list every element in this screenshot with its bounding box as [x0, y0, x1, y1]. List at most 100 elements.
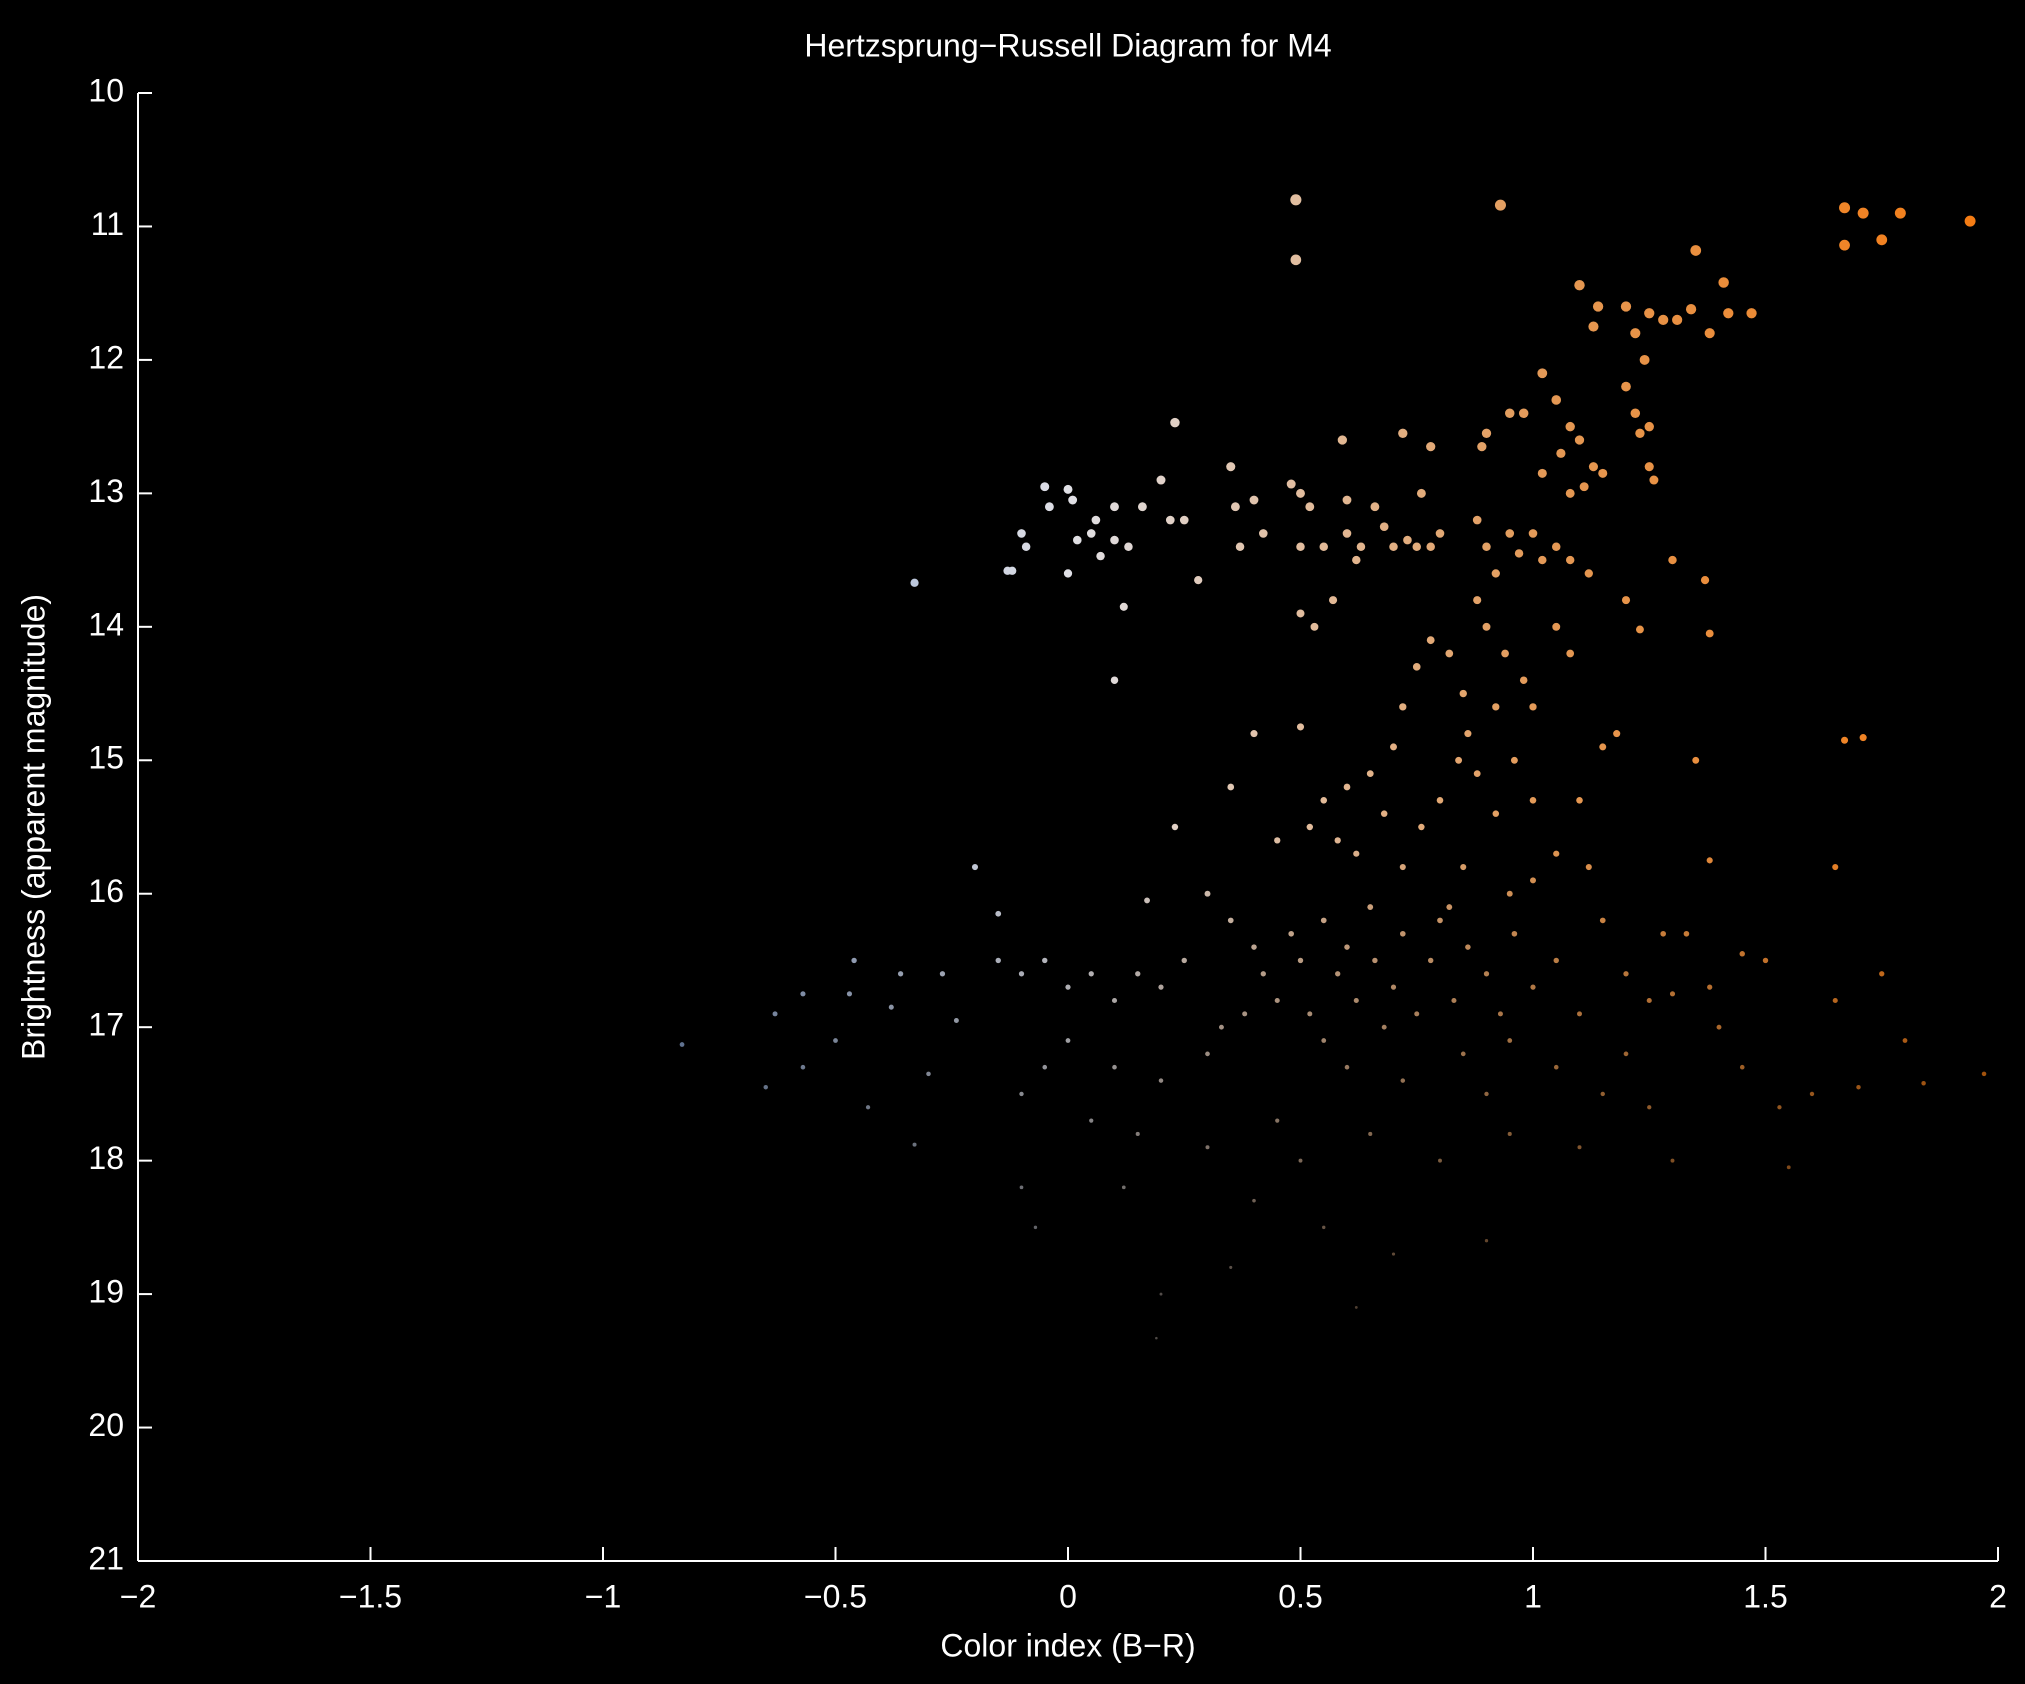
star-point: [897, 971, 904, 977]
star-point: [1621, 381, 1631, 392]
star-point: [1494, 199, 1506, 211]
star-point: [1390, 984, 1397, 990]
star-point: [1585, 863, 1592, 871]
star-point: [1274, 837, 1281, 844]
star-point: [1644, 421, 1654, 432]
star-point: [1552, 542, 1561, 551]
star-point: [1017, 529, 1026, 538]
star-point: [1981, 1071, 1987, 1077]
star-point: [1235, 542, 1245, 551]
star-point: [1335, 971, 1341, 977]
x-tick-label: −1.5: [339, 1578, 402, 1614]
star-point: [1832, 997, 1838, 1004]
star-point: [1086, 529, 1096, 538]
star-point: [1288, 930, 1294, 937]
star-point: [1623, 971, 1629, 977]
star-point: [1566, 555, 1575, 565]
star-point: [1435, 529, 1445, 538]
star-point: [1367, 904, 1374, 910]
star-point: [1492, 703, 1500, 711]
star-point: [1306, 823, 1314, 831]
star-point: [1644, 462, 1654, 472]
star-point: [1296, 609, 1305, 618]
star-point: [1073, 535, 1082, 545]
star-point: [971, 863, 979, 871]
star-point: [1553, 957, 1559, 964]
star-point: [1529, 703, 1537, 711]
star-point: [1630, 408, 1641, 419]
y-tick-label: 18: [88, 1140, 124, 1176]
star-point: [1505, 529, 1515, 538]
star-point: [679, 1042, 685, 1047]
star-point: [1353, 850, 1360, 857]
star-point: [1156, 475, 1166, 485]
star-point: [1290, 254, 1302, 266]
star-point: [1669, 991, 1676, 997]
x-tick-label: 0: [1059, 1578, 1077, 1614]
star-point: [1226, 462, 1236, 472]
star-point: [1647, 1105, 1652, 1110]
star-point: [1902, 1038, 1908, 1043]
star-point: [1484, 1239, 1489, 1243]
star-point: [1319, 542, 1328, 551]
star-point: [1065, 1038, 1071, 1043]
star-point: [1344, 1064, 1350, 1070]
star-point: [1528, 529, 1538, 538]
star-point: [1138, 502, 1147, 512]
star-point: [1646, 997, 1652, 1004]
star-point: [1672, 314, 1683, 325]
star-point: [1391, 1252, 1396, 1256]
star-point: [1519, 676, 1528, 684]
star-point: [1460, 1051, 1466, 1057]
star-point: [1588, 462, 1598, 472]
star-point: [1110, 502, 1119, 512]
star-point: [1859, 734, 1867, 742]
star-point: [1204, 890, 1211, 897]
star-point: [1630, 328, 1641, 339]
star-point: [1716, 1024, 1722, 1030]
star-point: [1307, 1011, 1313, 1017]
star-point: [1464, 730, 1472, 738]
star-point: [1290, 194, 1302, 206]
y-tick-label: 20: [88, 1407, 124, 1443]
star-point: [1705, 629, 1714, 638]
x-tick-label: 1.5: [1743, 1578, 1787, 1614]
star-point: [1455, 756, 1463, 764]
star-point: [1670, 1158, 1675, 1163]
star-point: [1019, 1185, 1024, 1190]
star-point: [1437, 917, 1443, 924]
star-point: [1426, 542, 1435, 551]
star-point: [1286, 479, 1296, 489]
star-point: [1229, 1265, 1233, 1269]
star-point: [995, 957, 1001, 964]
star-point: [1018, 971, 1025, 977]
y-tick-label: 19: [88, 1274, 124, 1310]
star-point: [1565, 488, 1575, 498]
star-point: [1644, 308, 1655, 319]
star-point: [1436, 797, 1444, 804]
star-point: [1320, 917, 1327, 924]
star-point: [1403, 535, 1412, 545]
star-point: [1042, 1064, 1048, 1070]
x-tick-label: 2: [1989, 1578, 2007, 1614]
y-tick-label: 11: [91, 206, 124, 242]
star-point: [1418, 823, 1425, 831]
star-point: [1379, 522, 1389, 532]
star-point: [1321, 1038, 1327, 1043]
star-point: [1042, 957, 1048, 964]
star-point: [1879, 971, 1885, 977]
star-point: [1692, 756, 1700, 764]
star-point: [1124, 542, 1133, 551]
star-point: [1964, 215, 1976, 227]
star-point: [800, 1064, 806, 1070]
star-point: [1119, 602, 1128, 611]
star-point: [1259, 529, 1268, 538]
star-point: [1718, 277, 1729, 288]
star-point: [1399, 703, 1407, 711]
star-point: [1538, 555, 1547, 565]
star-point: [1343, 783, 1351, 791]
y-tick-label: 14: [88, 606, 124, 642]
star-point: [1518, 408, 1529, 419]
star-point: [1091, 515, 1101, 525]
star-point: [1342, 529, 1352, 538]
